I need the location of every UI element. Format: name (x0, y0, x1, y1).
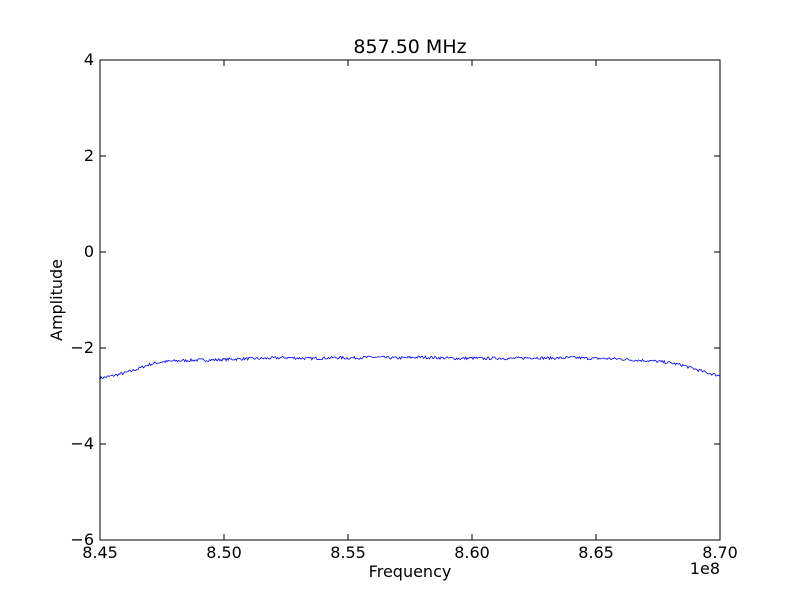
y-tick-label: 4 (84, 50, 94, 69)
y-tick-label: −2 (70, 338, 94, 357)
y-tick-label: −6 (70, 530, 94, 549)
x-axis-offset-label: 1e8 (690, 559, 720, 578)
x-tick-label: 8.45 (82, 543, 118, 562)
line-layer (99, 355, 721, 380)
plot-frame (99, 59, 721, 541)
x-tick-label: 8.70 (702, 543, 738, 562)
y-tick-label: 2 (84, 146, 94, 165)
x-axis-label: Frequency (369, 562, 452, 581)
series-line (99, 355, 721, 380)
x-tick-label: 8.50 (206, 543, 242, 562)
x-tick-label: 8.55 (330, 543, 366, 562)
y-axis-label: Amplitude (47, 259, 66, 341)
y-axis: −6 −4 −2 0 2 4 (70, 50, 720, 549)
x-tick-label: 8.65 (578, 543, 614, 562)
x-tick-label: 8.60 (454, 543, 490, 562)
x-axis: 8.45 8.50 8.55 8.60 8.65 8.70 (82, 60, 738, 562)
plot-area (100, 60, 720, 540)
chart-title: 857.50 MHz (353, 36, 466, 58)
y-tick-label: −4 (70, 434, 94, 453)
y-tick-label: 0 (84, 242, 94, 261)
